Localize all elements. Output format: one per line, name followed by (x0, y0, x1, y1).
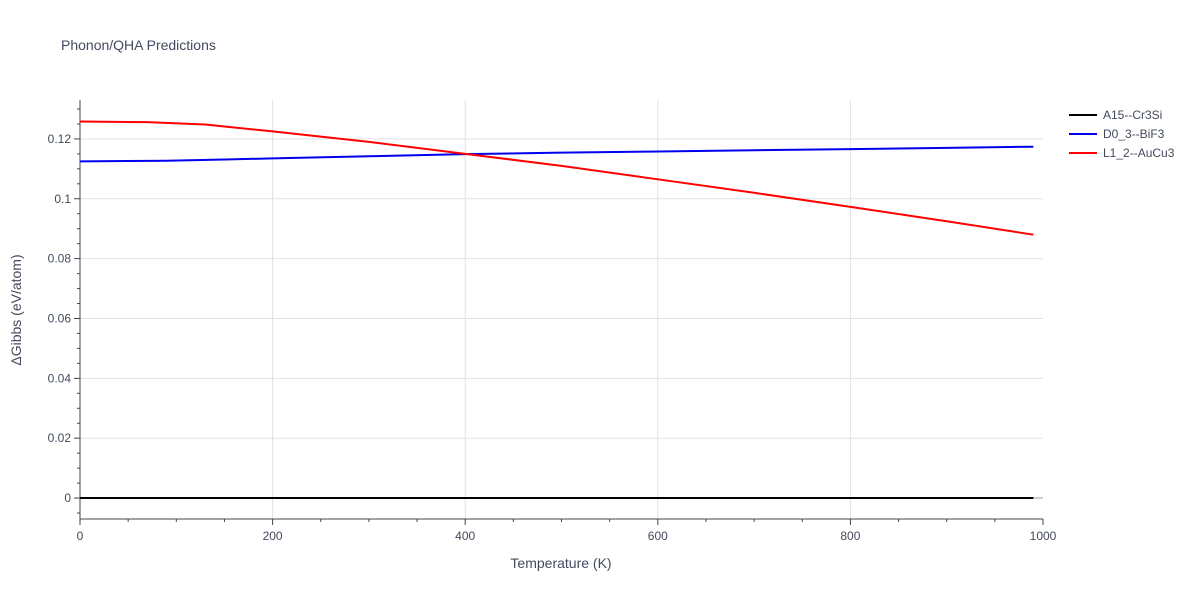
legend-label: D0_3--BiF3 (1103, 127, 1165, 141)
legend[interactable]: A15--Cr3Si D0_3--BiF3 L1_2--AuCu3 (1069, 108, 1175, 160)
legend-label: A15--Cr3Si (1103, 108, 1162, 122)
legend-item[interactable]: D0_3--BiF3 (1069, 127, 1165, 141)
x-tick-label: 400 (455, 529, 475, 543)
x-tick-label: 600 (648, 529, 668, 543)
x-tick-label: 200 (263, 529, 283, 543)
legend-item[interactable]: L1_2--AuCu3 (1069, 146, 1175, 160)
x-tick-label: 1000 (1030, 529, 1057, 543)
y-tick-label: 0.06 (48, 311, 72, 325)
y-tick-label: 0 (64, 491, 71, 505)
grid (80, 100, 1043, 519)
x-tick-label: 800 (840, 529, 860, 543)
series-line-L1_2--AuCu3 (79, 120, 1034, 236)
y-tick-label: 0.1 (54, 192, 71, 206)
series-line-D0_3--BiF3 (79, 145, 1034, 163)
legend-item[interactable]: A15--Cr3Si (1069, 108, 1162, 122)
legend-label: L1_2--AuCu3 (1103, 146, 1175, 160)
y-tick-label: 0.02 (48, 431, 72, 445)
y-axis-title: ΔGibbs (eV/atom) (8, 254, 24, 365)
x-tick-label: 0 (77, 529, 84, 543)
y-tick-label: 0.12 (48, 132, 72, 146)
x-axis-title: Temperature (K) (510, 555, 611, 571)
series-group (79, 120, 1034, 500)
chart-title: Phonon/QHA Predictions (61, 37, 216, 53)
y-tick-label: 0.04 (48, 371, 72, 385)
axes: 0 200 400 600 800 1000 0 0.02 0.04 0.06 0.08 0.1 0.1… (48, 100, 1057, 543)
y-tick-label: 0.08 (48, 252, 72, 266)
